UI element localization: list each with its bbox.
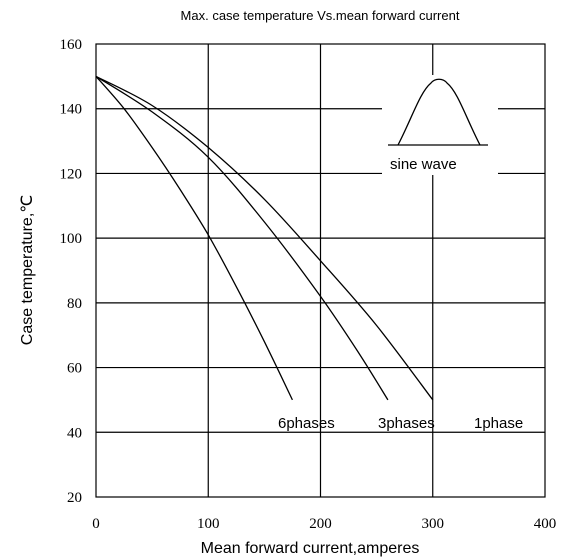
series-group: 6phases 3phases 1phase [95, 75, 523, 432]
y-tick-label: 160 [60, 37, 83, 53]
sine-wave-inset-background [382, 75, 498, 175]
y-tick-label: 80 [67, 296, 82, 312]
series-label-1phase: 1phase [474, 415, 523, 432]
y-tick-label: 100 [60, 231, 83, 247]
y-tick-label: 40 [67, 425, 82, 441]
x-tick-label: 0 [92, 516, 100, 532]
y-tick-label: 20 [67, 490, 82, 506]
sine-wave-icon [397, 78, 481, 146]
chart-title: Max. case temperature Vs.mean forward cu… [181, 8, 460, 23]
x-tick-label: 100 [197, 516, 220, 532]
series-line-3phases [95, 75, 389, 401]
y-tick-label: 120 [60, 166, 83, 182]
x-tick-label: 400 [534, 516, 557, 532]
x-tick-label: 300 [422, 516, 445, 532]
y-axis-label: Case temperature,℃ [19, 195, 36, 345]
x-tick-label: 200 [309, 516, 332, 532]
y-tick-label: 140 [60, 102, 83, 118]
series-line-1phase [95, 75, 434, 401]
plot-frame [95, 43, 546, 498]
series-line-6phases [95, 75, 293, 401]
sine-wave-label: sine wave [390, 156, 457, 173]
y-tick-label: 60 [67, 361, 82, 377]
y-tick-labels: 20 40 60 80 100 120 140 160 [60, 37, 83, 506]
x-tick-labels: 0 100 200 300 400 [92, 516, 556, 532]
series-label-3phases: 3phases [378, 415, 435, 432]
x-axis-label: Mean forward current,amperes [201, 540, 420, 557]
series-label-6phases: 6phases [278, 415, 335, 432]
